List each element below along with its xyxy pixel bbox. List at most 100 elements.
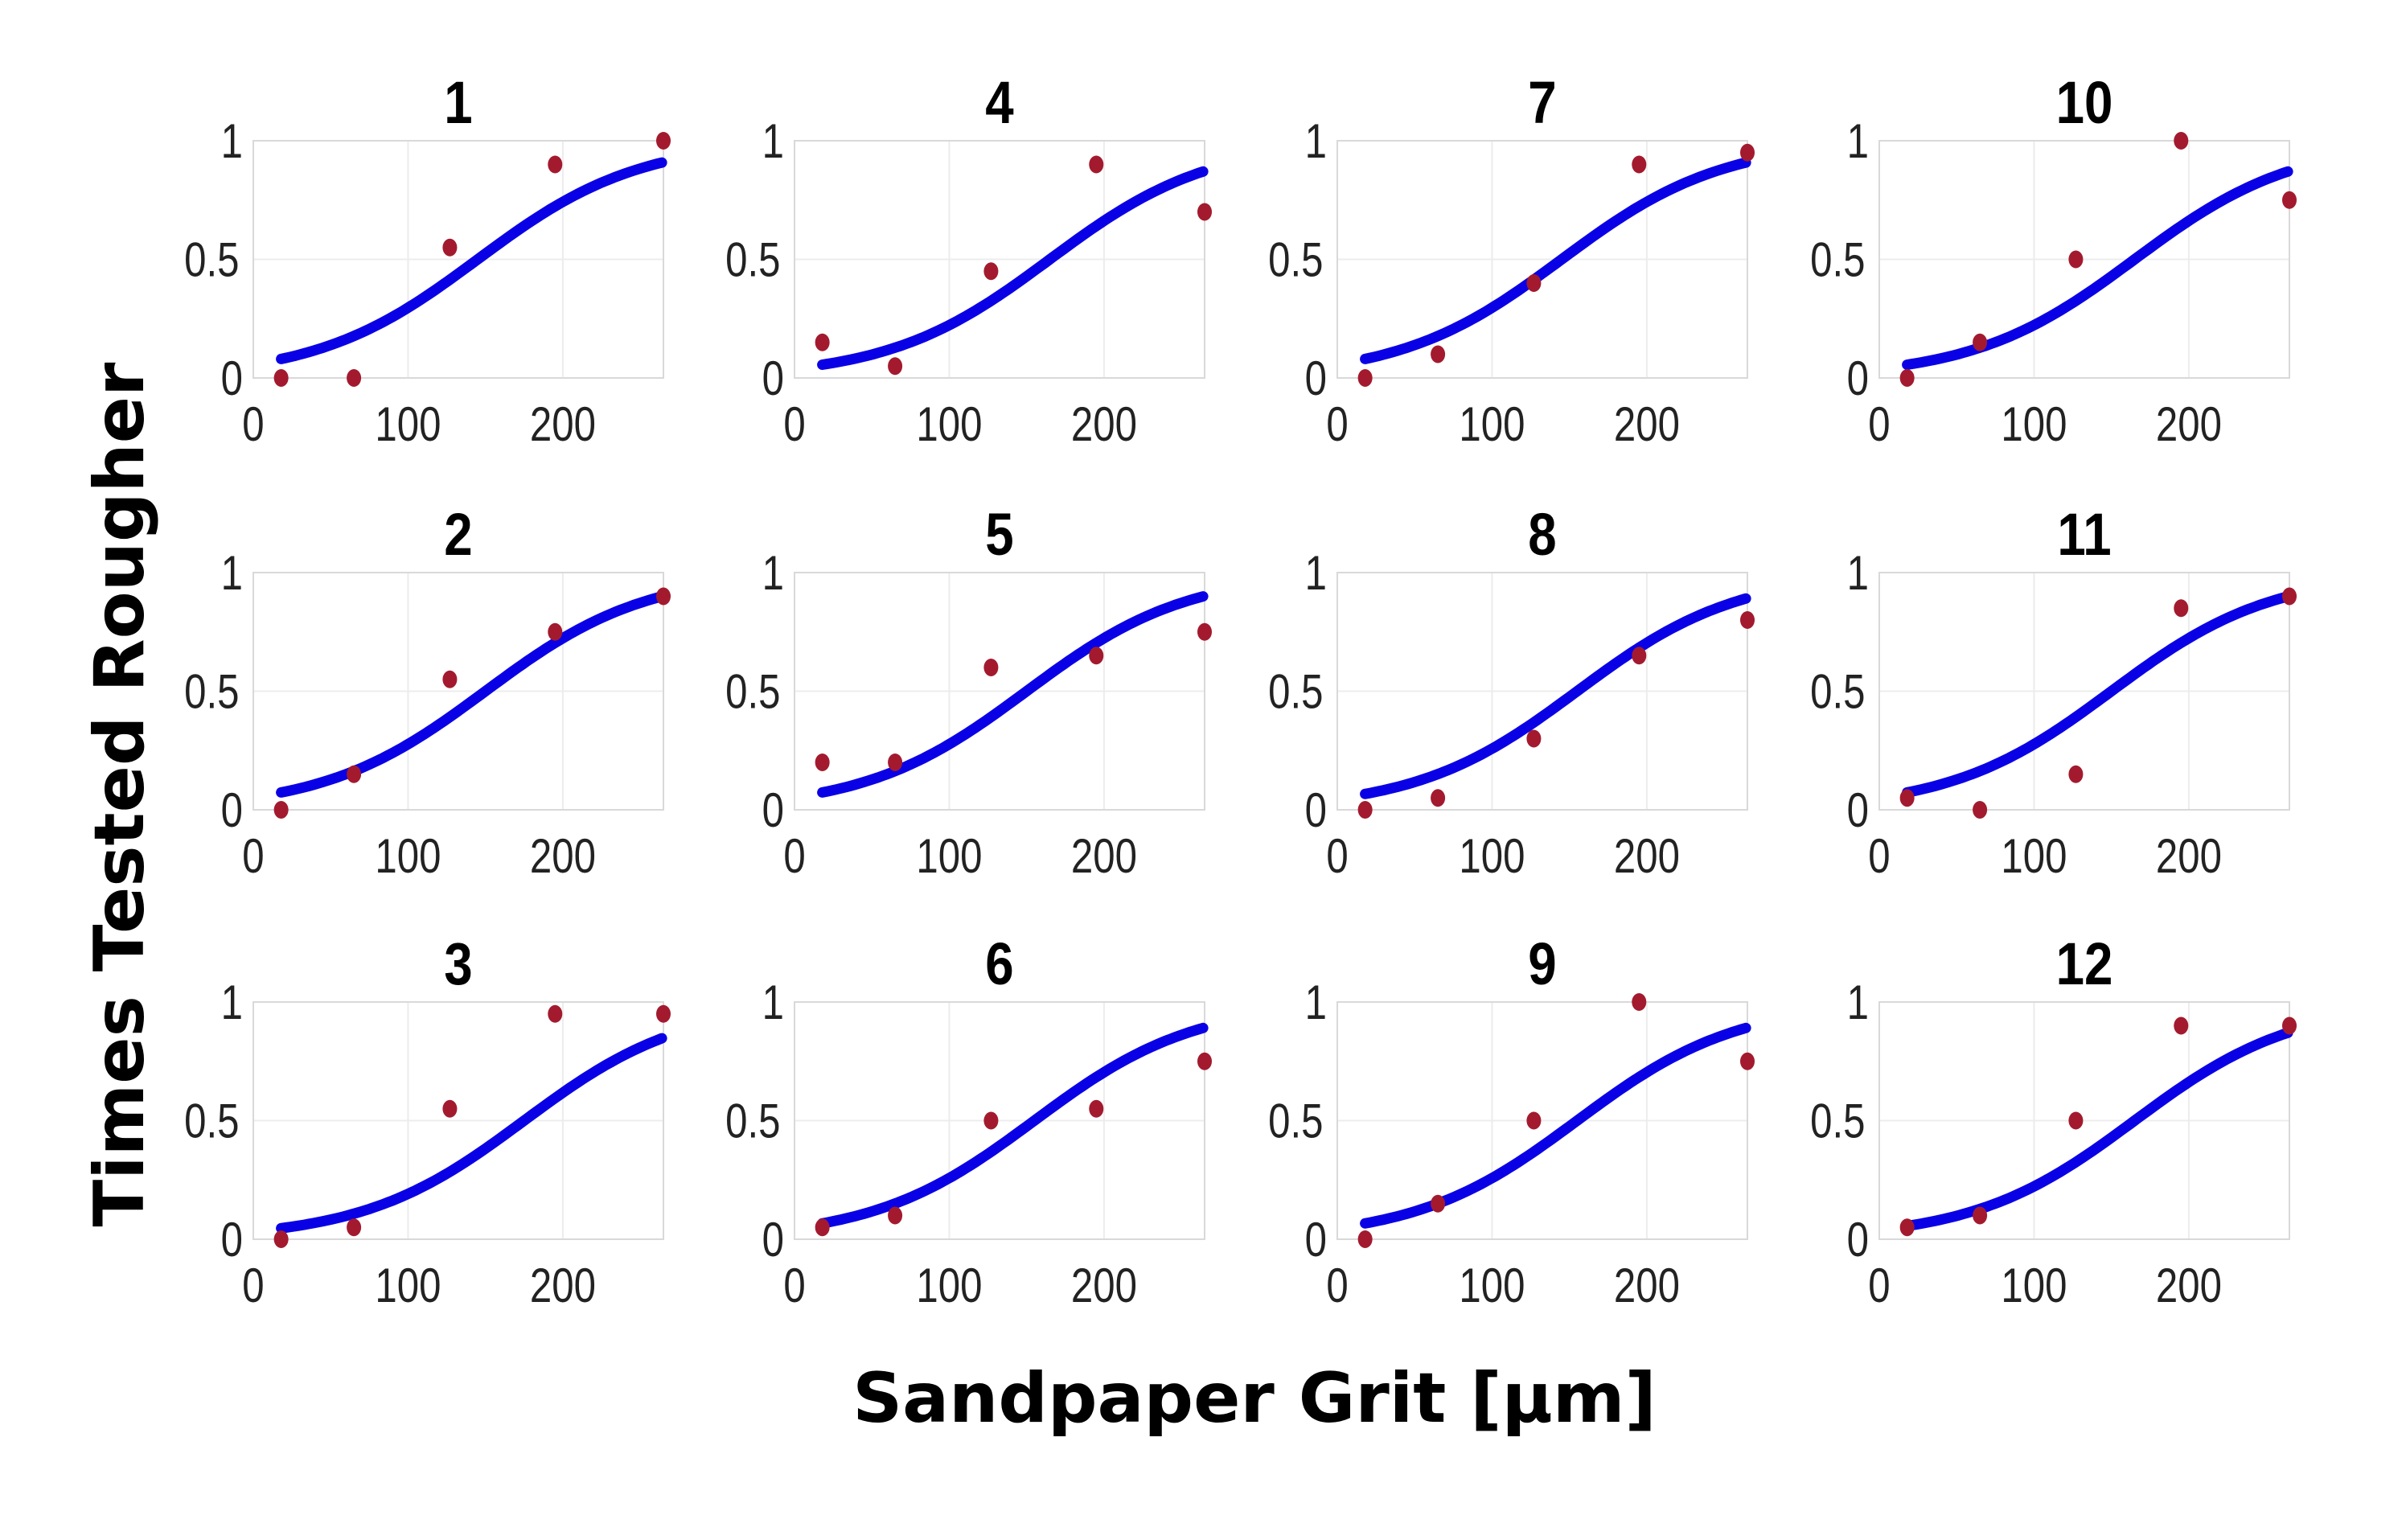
data-point <box>2068 765 2084 783</box>
data-point <box>656 132 671 150</box>
y-tick-label: 0 <box>762 782 784 837</box>
panel-12: 12 0 100 200 0 0.5 1 <box>1810 931 2297 1312</box>
x-tick-label: 0 <box>783 1258 805 1312</box>
data-point <box>442 670 458 688</box>
x-tick-label: 200 <box>1071 828 1137 883</box>
y-tick-label: 0 <box>221 351 243 405</box>
plot-frame <box>253 572 664 811</box>
x-tick-label: 0 <box>783 396 805 451</box>
data-point <box>442 238 458 257</box>
data-point <box>2068 250 2084 269</box>
data-point <box>983 659 999 676</box>
plot-frame <box>794 572 1205 811</box>
panel-title: 6 <box>985 931 1013 998</box>
fit-curve <box>817 591 1209 798</box>
data-point <box>656 1004 671 1023</box>
data-point <box>1197 1052 1212 1070</box>
data-point <box>1632 155 1647 174</box>
y-tick-label: 1 <box>221 113 243 168</box>
data-point <box>1632 647 1647 665</box>
data-point <box>1197 622 1212 641</box>
data-point <box>815 754 830 771</box>
x-tick-label: 100 <box>1459 396 1525 451</box>
panel-title: 10 <box>2056 70 2113 137</box>
fit-curve <box>1360 1022 1751 1229</box>
panel-title: 11 <box>2057 502 2111 569</box>
y-tick-label: 0.5 <box>184 232 239 287</box>
y-tick-label: 0.5 <box>1810 1094 1865 1148</box>
x-tick-label: 0 <box>1326 828 1348 883</box>
fit-curve <box>1902 591 2293 798</box>
x-tick-label: 200 <box>530 396 596 451</box>
y-tick-label: 1 <box>1305 113 1327 168</box>
panel-title: 3 <box>444 931 472 998</box>
x-tick-label: 200 <box>530 828 596 883</box>
data-point <box>2174 1016 2189 1035</box>
data-point <box>273 1230 289 1248</box>
data-point <box>273 801 289 819</box>
x-tick-label: 100 <box>916 828 982 883</box>
data-point <box>1899 789 1915 807</box>
panel-1: 1 0 100 200 0 0.5 1 <box>184 70 671 451</box>
data-point <box>983 262 999 281</box>
plot-frame <box>1336 1001 1748 1240</box>
data-point <box>1632 993 1647 1011</box>
x-tick-label: 200 <box>530 1258 596 1312</box>
x-tick-label: 200 <box>1614 396 1680 451</box>
y-tick-label: 0 <box>1305 351 1327 405</box>
panel-6: 6 0 100 200 0 0.5 1 <box>725 931 1212 1312</box>
fit-curve <box>817 1022 1209 1229</box>
data-point <box>1899 1218 1915 1237</box>
y-tick-label: 0.5 <box>1268 232 1323 287</box>
panel-5: 5 0 100 200 0 0.5 1 <box>725 502 1212 883</box>
data-point <box>2174 599 2189 618</box>
data-point <box>1526 729 1542 748</box>
data-point <box>1431 345 1446 363</box>
fit-curve <box>1902 1027 2293 1231</box>
data-point <box>1357 1230 1373 1248</box>
panel-title: 1 <box>444 70 472 137</box>
data-point <box>1089 1099 1104 1118</box>
y-tick-label: 0 <box>762 351 784 405</box>
plot-frame <box>253 140 664 379</box>
x-tick-label: 100 <box>375 1258 441 1312</box>
data-point <box>1740 611 1755 629</box>
y-tick-label: 1 <box>1305 975 1327 1029</box>
plot-frame <box>1336 572 1748 811</box>
data-point <box>1357 801 1373 819</box>
data-point <box>442 1099 458 1118</box>
data-point <box>548 155 563 174</box>
panel-8: 8 0 100 200 0 0.5 1 <box>1268 502 1755 883</box>
y-tick-label: 0.5 <box>184 664 239 719</box>
x-tick-label: 100 <box>1459 1258 1525 1312</box>
data-point <box>1089 647 1104 665</box>
x-tick-label: 200 <box>1614 828 1680 883</box>
x-tick-label: 200 <box>1614 1258 1680 1312</box>
x-tick-label: 0 <box>1868 828 1890 883</box>
data-point <box>888 357 903 376</box>
y-tick-label: 0 <box>221 782 243 837</box>
y-tick-label: 1 <box>1847 113 1869 168</box>
y-tick-label: 1 <box>1847 545 1869 600</box>
data-point <box>548 1004 563 1023</box>
panel-4: 4 0 100 200 0 0.5 1 <box>725 70 1212 451</box>
y-tick-label: 1 <box>762 975 784 1029</box>
panel-9: 9 0 100 200 0 0.5 1 <box>1268 931 1755 1312</box>
y-tick-label: 0.5 <box>1268 664 1323 719</box>
panel-title: 12 <box>2056 931 2113 998</box>
x-tick-label: 0 <box>242 396 264 451</box>
data-point <box>1973 1206 1988 1225</box>
y-tick-label: 1 <box>221 975 243 1029</box>
data-point <box>347 369 362 387</box>
x-tick-label: 0 <box>242 1258 264 1312</box>
x-tick-label: 200 <box>2156 828 2222 883</box>
panel-title: 8 <box>1528 502 1556 569</box>
x-tick-label: 200 <box>2156 396 2222 451</box>
plot-frame <box>1878 140 2290 379</box>
data-point <box>1973 801 1988 819</box>
data-point <box>1899 369 1915 387</box>
fit-curve <box>1360 157 1751 364</box>
x-axis-title: Sandpaper Grit [µm] <box>852 1358 1657 1439</box>
y-tick-label: 0 <box>1305 782 1327 837</box>
